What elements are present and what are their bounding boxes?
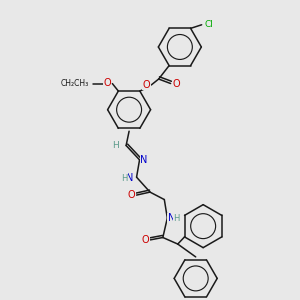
Text: N: N [140, 155, 147, 165]
Text: O: O [142, 235, 149, 245]
Text: N: N [168, 213, 175, 223]
Text: O: O [142, 80, 150, 90]
Text: H: H [121, 174, 127, 183]
Text: H: H [112, 141, 119, 150]
Text: N: N [126, 173, 134, 183]
Text: CH₂CH₃: CH₂CH₃ [60, 79, 88, 88]
Text: O: O [128, 190, 136, 200]
Text: O: O [172, 79, 180, 88]
Text: Cl: Cl [204, 20, 213, 29]
Text: O: O [103, 78, 111, 88]
Text: H: H [173, 214, 180, 223]
